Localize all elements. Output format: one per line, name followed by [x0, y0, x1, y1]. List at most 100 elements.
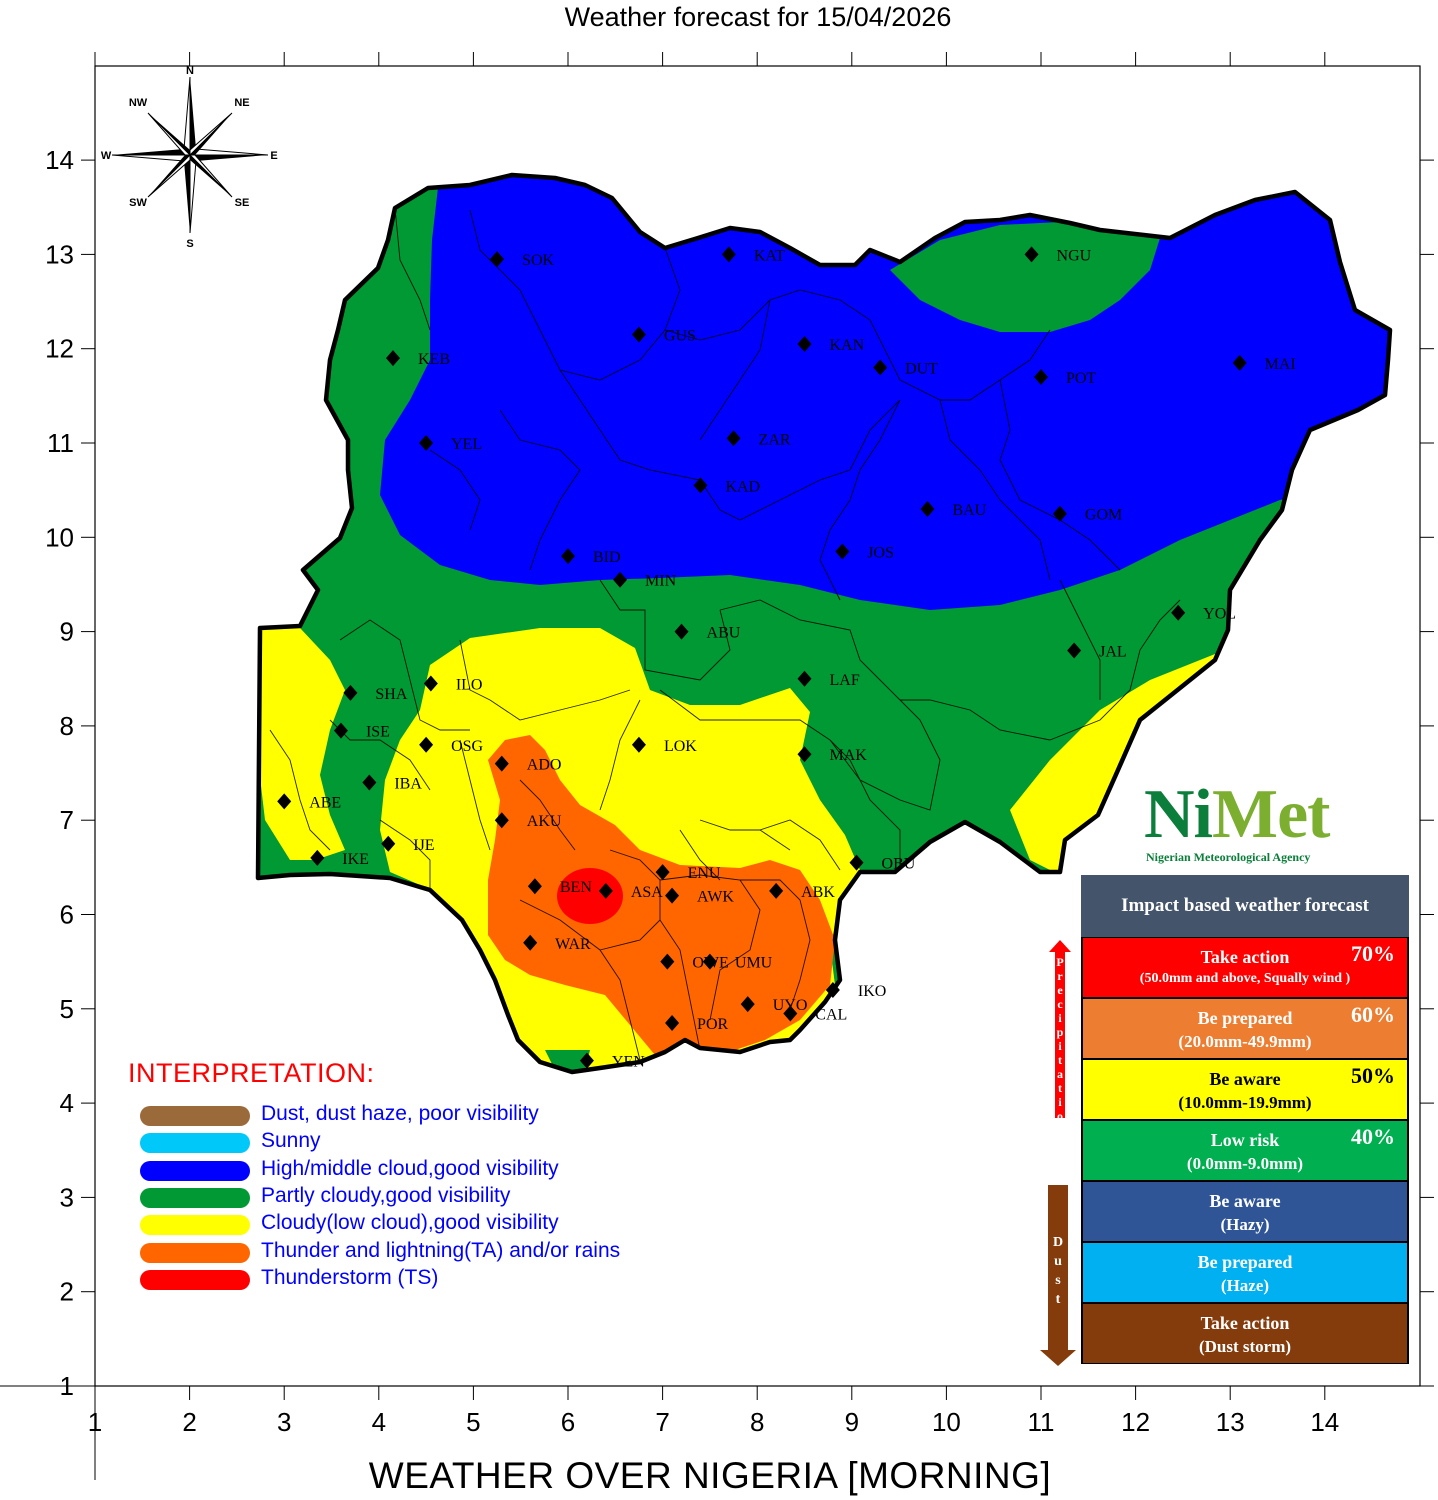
impact-range: (Dust storm): [1198, 1337, 1292, 1356]
city-marker: ISE: [333, 722, 390, 741]
city-marker: DUT: [873, 359, 938, 378]
x-tick-label: 8: [750, 1407, 764, 1437]
impact-forecast-table: Impact based weather forecast Take actio…: [1081, 875, 1409, 1364]
x-tick-label: 9: [845, 1407, 859, 1437]
x-tick-label: 14: [1310, 1407, 1339, 1437]
city-marker: BID: [561, 548, 621, 566]
y-tick-label: 1: [60, 1371, 74, 1401]
city-marker: UYO: [740, 996, 807, 1014]
city-diamond-icon: [1034, 368, 1048, 385]
x-tick-label: 13: [1216, 1407, 1245, 1437]
city-marker: KAT: [721, 246, 785, 264]
city-markers: SOK KAT NGU GUS KEB KAN DUT POT MAI YEL ZAR KAD BAU G…: [277, 246, 1296, 1071]
city-label: KAT: [754, 247, 785, 264]
city-label: ADO: [527, 757, 562, 774]
city-marker: ZAR: [726, 430, 791, 448]
city-label: CAL: [815, 1007, 847, 1024]
city-marker: CAL: [783, 1005, 847, 1024]
compass-n: N: [186, 65, 194, 77]
city-diamond-icon: [1052, 505, 1067, 522]
city-diamond-icon: [490, 251, 505, 268]
city-marker: ABU: [674, 623, 741, 642]
city-diamond-icon: [783, 1005, 798, 1022]
city-label: UMU: [735, 955, 773, 972]
city-diamond-icon: [797, 335, 812, 352]
y-tick-label: 6: [60, 900, 74, 930]
city-diamond-icon: [613, 571, 628, 588]
city-label: ILO: [456, 676, 483, 693]
city-marker: SOK: [490, 251, 555, 269]
city-label: ABK: [801, 884, 835, 901]
city-diamond-icon: [835, 543, 850, 560]
city-marker: KAD: [693, 477, 760, 495]
city-diamond-icon: [494, 755, 509, 772]
impact-range: (Haze): [1220, 1276, 1270, 1295]
legend-label: High/middle cloud,good visibility: [261, 1156, 559, 1180]
city-diamond-icon: [1024, 246, 1039, 263]
impact-row: Be prepared (Haze): [1081, 1242, 1409, 1303]
x-tick-label: 2: [182, 1407, 196, 1437]
city-diamond-icon: [873, 359, 888, 376]
city-diamond-icon: [277, 793, 292, 810]
city-label: BID: [593, 549, 621, 566]
x-tick-label: 7: [655, 1407, 669, 1437]
city-label: MAK: [830, 747, 868, 764]
city-diamond-icon: [598, 882, 613, 899]
city-diamond-icon: [423, 675, 438, 692]
city-diamond-icon: [665, 887, 680, 904]
city-label: ZAR: [759, 431, 791, 448]
impact-row: Take action (50.0mm and above, Squally wi…: [1081, 937, 1409, 998]
compass-sw: SW: [129, 197, 147, 209]
city-label: ISE: [366, 724, 390, 741]
city-label: AWK: [697, 889, 734, 906]
compass-nw: NW: [129, 97, 148, 109]
logo-subtitle: Nigerian Meteorological Agency: [1146, 850, 1311, 864]
legend-swatch: [140, 1160, 250, 1181]
city-label: SOK: [522, 252, 554, 269]
city-label: KAN: [830, 337, 865, 354]
city-marker: POT: [1034, 368, 1096, 387]
city-diamond-icon: [419, 435, 434, 451]
city-label: ABU: [707, 625, 741, 642]
city-diamond-icon: [333, 722, 348, 739]
impact-level: Be aware: [1209, 1069, 1281, 1089]
city-label: LOK: [664, 738, 697, 755]
legend-label: Sunny: [261, 1129, 321, 1153]
compass-w: W: [101, 150, 112, 162]
city-label: BEN: [560, 879, 592, 896]
impact-level: Take action: [1200, 1313, 1290, 1333]
city-label: IJE: [413, 837, 434, 854]
city-label: DUT: [905, 361, 938, 378]
impact-level: Take action: [1200, 947, 1290, 967]
city-diamond-icon: [726, 430, 741, 447]
city-diamond-icon: [702, 953, 717, 970]
y-tick-label: 12: [45, 334, 74, 364]
city-diamond-icon: [523, 934, 538, 951]
city-diamond-icon: [527, 878, 542, 895]
impact-range: (20.0mm-49.9mm): [1178, 1032, 1312, 1051]
city-diamond-icon: [385, 350, 400, 367]
y-tick-label: 2: [60, 1277, 74, 1307]
city-label: MAI: [1265, 356, 1296, 373]
city-label: JOS: [867, 544, 894, 561]
city-label: KAD: [725, 478, 760, 495]
city-marker: SHA: [343, 684, 408, 703]
city-marker: BAU: [920, 501, 987, 519]
x-tick-label: 10: [932, 1407, 961, 1437]
impact-range: (10.0mm-19.9mm): [1178, 1093, 1312, 1112]
city-label: MIN: [645, 573, 677, 590]
state-boundaries: [269, 207, 1181, 1061]
city-diamond-icon: [1171, 604, 1186, 621]
legend-swatch: [140, 1187, 250, 1208]
x-tick-label: 1: [88, 1407, 102, 1437]
city-marker: IBA: [362, 774, 422, 792]
city-diamond-icon: [920, 501, 935, 518]
legend-label: Thunderstorm (TS): [261, 1265, 439, 1289]
impact-level: Be prepared: [1197, 1008, 1293, 1028]
city-label: NGU: [1057, 247, 1092, 264]
y-tick-label: 11: [47, 428, 74, 458]
x-tick-label: 6: [561, 1407, 575, 1437]
city-label: BAU: [952, 502, 986, 519]
